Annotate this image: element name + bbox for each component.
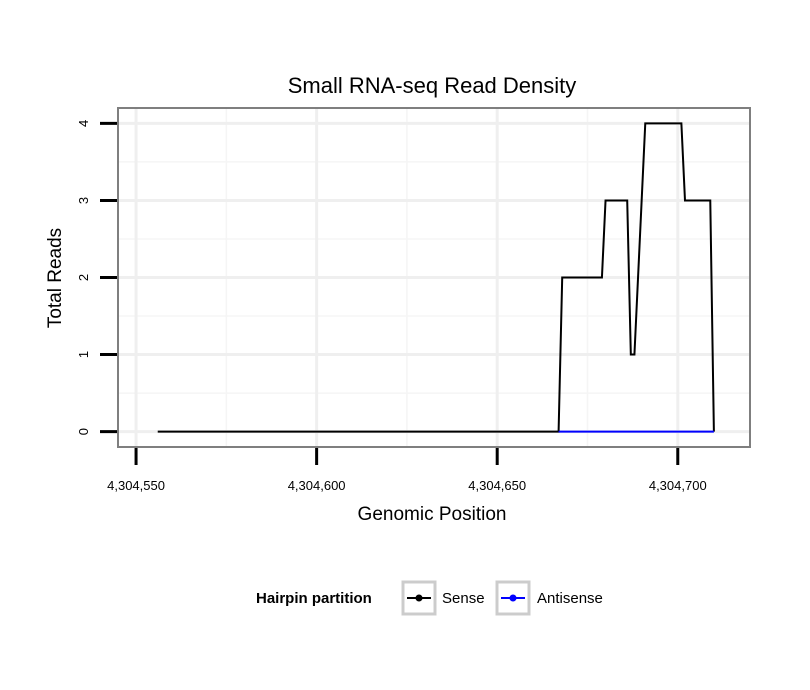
y-tick-label: 4 <box>76 120 91 127</box>
series-line-sense <box>157 122 715 433</box>
x-axis-title: Genomic Position <box>358 504 507 525</box>
legend: Hairpin partition Sense Antisense <box>256 580 603 616</box>
legend-label-antisense: Antisense <box>537 590 603 607</box>
plot-border <box>117 107 751 448</box>
legend-marker-antisense <box>509 594 517 602</box>
x-tick-label: 4,304,650 <box>468 478 526 493</box>
x-tick-label: 4,304,550 <box>107 478 165 493</box>
y-tick-label: 2 <box>76 274 91 281</box>
y-tick-label: 0 <box>76 428 91 435</box>
chart-title: Small RNA-seq Read Density <box>288 73 577 98</box>
legend-marker-sense <box>415 594 423 602</box>
y-axis-title: Total Reads <box>45 228 66 328</box>
y-tick-label: 3 <box>76 197 91 204</box>
x-tick-label: 4,304,600 <box>288 478 346 493</box>
y-tick-label: 1 <box>76 351 91 358</box>
legend-title: Hairpin partition <box>256 590 372 607</box>
x-tick-label: 4,304,700 <box>649 478 707 493</box>
legend-label-sense: Sense <box>442 590 485 607</box>
